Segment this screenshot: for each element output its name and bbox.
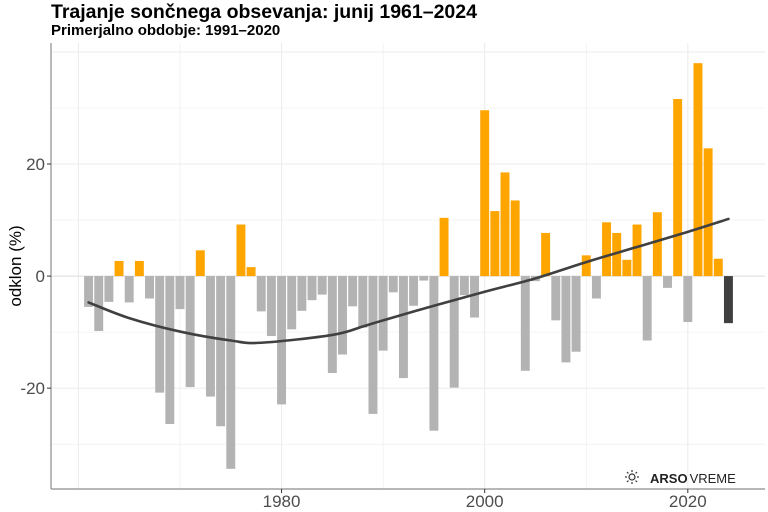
bar-1994 bbox=[419, 276, 429, 281]
bar-2007 bbox=[551, 276, 561, 321]
bar-2022 bbox=[703, 148, 713, 277]
bar-2024 bbox=[723, 276, 733, 324]
axes bbox=[50, 43, 765, 490]
chart-subtitle: Primerjalno obdobje: 1991–2020 bbox=[51, 22, 281, 39]
bar-1976 bbox=[236, 224, 246, 277]
bar-1983 bbox=[307, 276, 317, 301]
bar-2017 bbox=[652, 212, 662, 277]
bar-2012 bbox=[602, 222, 612, 277]
x-tick-label: 2000 bbox=[466, 492, 504, 511]
bar-1992 bbox=[398, 276, 408, 379]
bar-2010 bbox=[581, 255, 591, 277]
arso-logo: ARSO VREME bbox=[624, 469, 736, 488]
bar-1984 bbox=[317, 276, 327, 295]
trend-line bbox=[87, 217, 730, 345]
logo-brand-bold: ARSO bbox=[650, 471, 688, 486]
bar-1985 bbox=[327, 276, 337, 374]
bar-1989 bbox=[368, 276, 378, 414]
bar-1967 bbox=[145, 276, 154, 299]
bar-1981 bbox=[287, 276, 297, 330]
bar-1966 bbox=[134, 260, 144, 277]
bar-1988 bbox=[358, 276, 368, 328]
x-tick-label: 2020 bbox=[669, 492, 707, 511]
bar-1998 bbox=[459, 276, 469, 296]
bar-1975 bbox=[226, 276, 236, 469]
bar-1962 bbox=[94, 276, 104, 331]
bar-2018 bbox=[663, 276, 672, 288]
bar-1971 bbox=[185, 276, 195, 388]
y-tick-label: 0 bbox=[36, 267, 45, 286]
bar-1968 bbox=[155, 276, 165, 393]
bar-2008 bbox=[561, 276, 571, 363]
x-tick-label: 1980 bbox=[263, 492, 301, 511]
bar-1990 bbox=[378, 276, 388, 351]
bar-1969 bbox=[165, 276, 175, 425]
bar-1978 bbox=[256, 276, 266, 312]
bar-1995 bbox=[429, 276, 439, 431]
bar-1987 bbox=[348, 276, 358, 307]
bar-2013 bbox=[612, 232, 622, 277]
bar-2011 bbox=[591, 276, 601, 299]
chart-title: Trajanje sončnega obsevanja: junij 1961–… bbox=[51, 1, 477, 23]
bars bbox=[84, 63, 733, 469]
bar-2021 bbox=[693, 63, 703, 277]
sun-icon bbox=[624, 469, 640, 488]
bar-2002 bbox=[500, 172, 510, 277]
bar-2006 bbox=[541, 232, 551, 277]
bar-2004 bbox=[520, 276, 530, 371]
bar-1977 bbox=[246, 267, 256, 277]
bar-1970 bbox=[175, 276, 185, 310]
bar-1961 bbox=[84, 276, 94, 307]
tick-labels: -20 0 20 1980 2000 2020 bbox=[20, 155, 706, 511]
bar-1999 bbox=[470, 276, 479, 318]
bar-2003 bbox=[510, 200, 520, 277]
logo-brand-thin: VREME bbox=[689, 471, 736, 486]
bar-1963 bbox=[104, 276, 114, 302]
y-tick-label: 20 bbox=[26, 155, 45, 174]
bar-1979 bbox=[266, 276, 276, 337]
bar-2009 bbox=[571, 276, 581, 352]
trend-line-group bbox=[87, 217, 730, 345]
bar-1993 bbox=[409, 276, 419, 306]
bar-2019 bbox=[673, 99, 683, 277]
bar-2023 bbox=[713, 258, 723, 277]
bar-2014 bbox=[622, 259, 632, 277]
bar-1982 bbox=[297, 276, 307, 311]
bar-2020 bbox=[683, 276, 693, 323]
logo-text: ARSO VREME bbox=[650, 471, 736, 486]
bar-1997 bbox=[449, 276, 459, 388]
bar-1986 bbox=[338, 276, 347, 355]
bar-1964 bbox=[114, 260, 124, 277]
bar-1965 bbox=[124, 276, 134, 303]
bar-1996 bbox=[439, 217, 449, 277]
bar-2015 bbox=[632, 224, 642, 277]
bar-1972 bbox=[195, 250, 205, 277]
bar-2000 bbox=[480, 110, 490, 277]
bar-2016 bbox=[642, 276, 652, 341]
bar-1974 bbox=[216, 276, 226, 427]
bar-2001 bbox=[490, 211, 500, 277]
y-tick-label: -20 bbox=[20, 379, 45, 398]
y-axis-title: odklon (%) bbox=[6, 225, 25, 306]
bar-1991 bbox=[388, 276, 398, 293]
